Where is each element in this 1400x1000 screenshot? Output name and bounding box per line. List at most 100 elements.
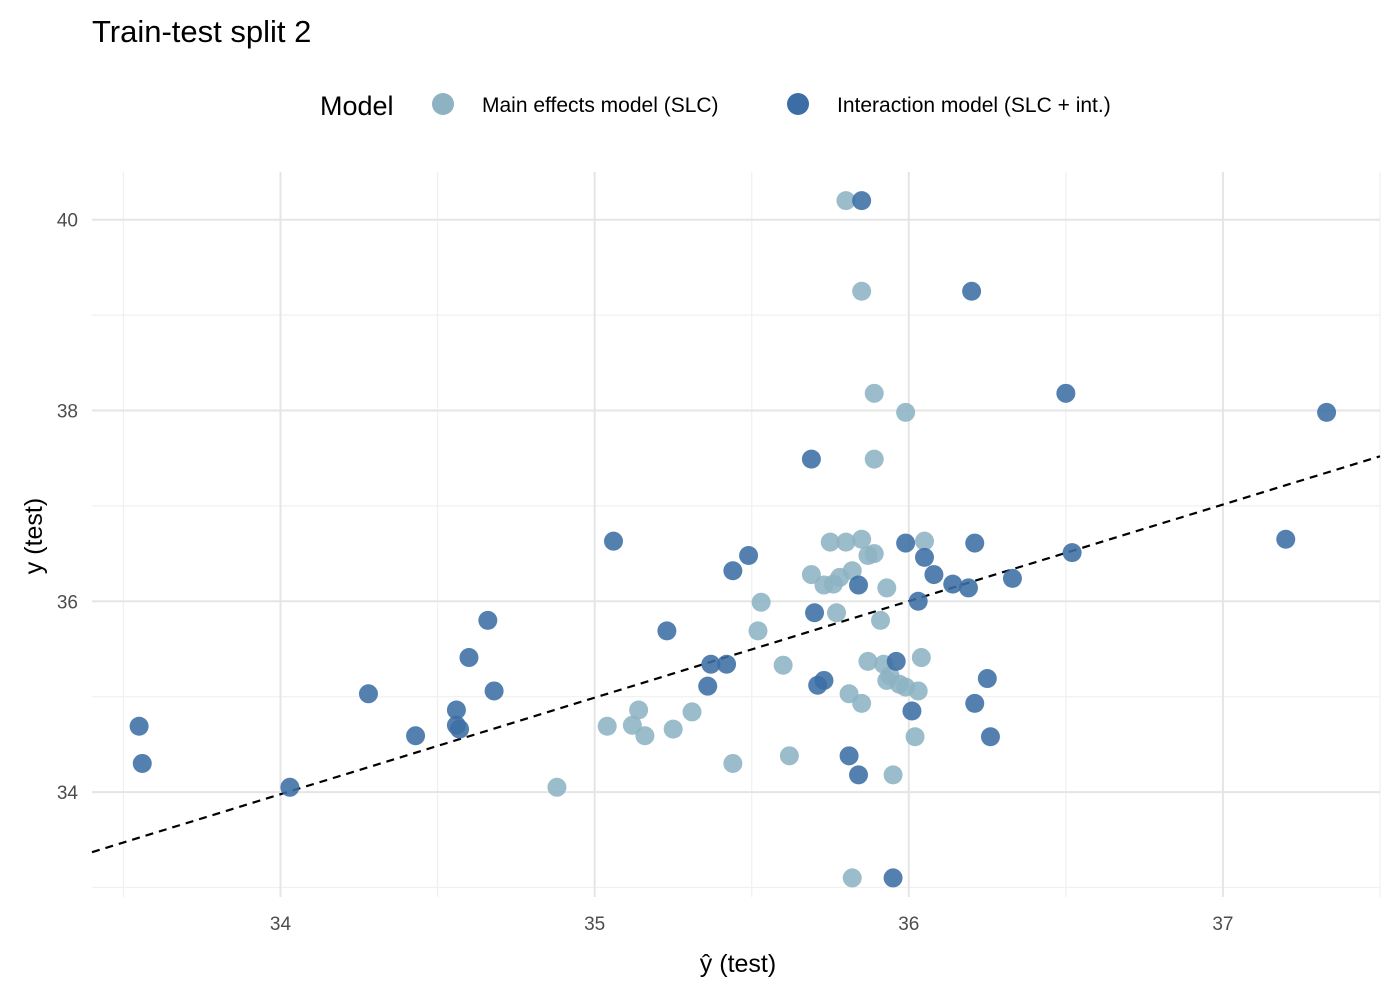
point-interaction [603,531,623,551]
point-interaction [896,533,916,553]
point-main-effects [877,578,897,598]
point-main-effects [629,700,649,720]
point-interaction [886,651,906,671]
axis-ticks: 34 35 36 37 34 36 38 40 [57,211,1234,935]
reference-line-group [91,455,1381,854]
x-tick-label: 34 [270,914,292,935]
point-interaction [280,777,300,797]
point-interaction [1317,402,1337,422]
legend-title: Model [320,91,394,121]
y-tick-label: 34 [57,783,79,804]
point-main-effects [820,532,840,552]
point-interaction [1276,529,1296,549]
point-interaction [657,621,677,641]
point-main-effects [883,765,903,785]
reference-line [91,455,1381,854]
x-axis-label: ŷ (test) [700,950,776,978]
y-tick-label: 38 [57,401,78,422]
point-interaction [962,281,982,301]
point-interaction [1056,383,1076,403]
point-main-effects [597,716,617,736]
x-tick-label: 36 [898,914,919,935]
point-main-effects [864,544,884,564]
point-main-effects [896,402,916,422]
point-main-effects [547,777,567,797]
point-interaction [701,654,721,674]
point-interaction [958,578,978,598]
point-main-effects [723,753,743,773]
point-main-effects [842,868,862,888]
point-interaction [446,700,466,720]
point-interaction [849,575,869,595]
point-interaction [805,603,825,623]
point-main-effects [905,727,925,747]
legend-label-interaction: Interaction model (SLC + int.) [837,94,1111,117]
point-main-effects [779,746,799,766]
point-interaction [965,693,985,713]
point-interaction [801,449,821,469]
point-main-effects [864,449,884,469]
point-main-effects [682,702,702,722]
legend: Model Main effects model (SLC) Interacti… [320,91,1111,121]
point-main-effects [836,532,856,552]
point-interaction [739,545,759,565]
point-interaction [459,648,479,668]
point-interaction [450,719,470,739]
point-interaction [908,591,928,611]
point-interaction [924,565,944,585]
point-interaction [484,681,504,701]
point-main-effects [836,191,856,211]
chart-title: Train-test split 2 [92,14,311,49]
point-main-effects [663,719,683,739]
point-interaction [717,654,737,674]
point-main-effects [635,726,655,746]
point-interaction [723,561,743,581]
x-tick-label: 35 [584,914,605,935]
point-interaction [129,716,149,736]
point-main-effects [908,681,928,701]
point-interaction [943,574,963,594]
point-main-effects [827,603,847,623]
point-interaction [977,669,997,689]
legend-label-main-effects: Main effects model (SLC) [482,94,719,117]
point-interaction [132,753,152,773]
y-axis-label: y (test) [20,498,48,574]
data-points [129,191,1337,888]
point-interaction [478,610,498,630]
point-main-effects [852,693,872,713]
point-main-effects [871,610,891,630]
point-main-effects [748,621,768,641]
point-interaction [406,726,426,746]
point-interaction [839,746,859,766]
point-interaction [883,868,903,888]
legend-swatch-main-effects [432,93,454,115]
point-main-effects [911,648,931,668]
point-main-effects [773,655,793,675]
point-interaction [358,684,378,704]
point-interaction [965,533,985,553]
point-interaction [808,675,828,695]
plot-grid [92,172,1381,897]
legend-swatch-interaction [787,93,809,115]
point-main-effects [751,592,771,612]
y-tick-label: 40 [57,211,78,232]
point-main-effects [801,565,821,585]
point-interaction [698,676,718,696]
point-main-effects [622,715,642,735]
point-interaction [849,765,869,785]
point-interaction [980,727,1000,747]
point-interaction [1002,568,1022,588]
point-main-effects [852,529,872,549]
y-tick-label: 36 [57,592,78,613]
point-main-effects [852,281,872,301]
x-tick-label: 37 [1212,914,1233,935]
point-interaction [1062,543,1082,563]
point-interaction [852,191,872,211]
point-interaction [902,701,922,721]
point-main-effects [864,383,884,403]
point-main-effects [858,651,878,671]
point-main-effects [823,574,843,594]
point-main-effects [914,531,934,551]
point-interaction [914,547,934,567]
